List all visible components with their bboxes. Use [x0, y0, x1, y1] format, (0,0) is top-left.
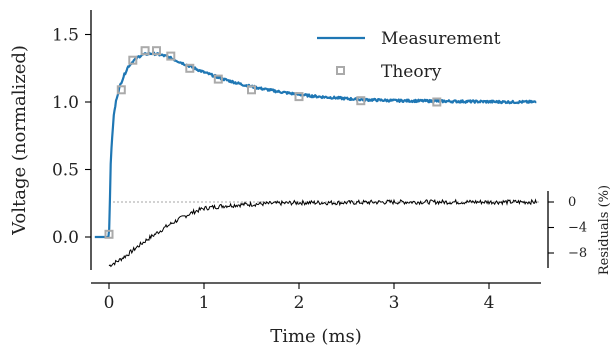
- theory-point: [128, 55, 138, 65]
- theory-point: [213, 74, 223, 84]
- residual-axis-label: Residuals (%): [597, 185, 612, 275]
- y-ticks: 0.0 0.5 1.0 1.5: [52, 26, 91, 248]
- theory-point: [247, 85, 256, 95]
- legend-theory-swatch: [336, 66, 345, 75]
- x-tick-label-4: 4: [484, 293, 495, 313]
- series-residuals-line: [108, 198, 537, 268]
- legend-theory-label: Theory: [381, 62, 442, 82]
- theory-point: [140, 46, 150, 56]
- legend-measurement-label: Measurement: [381, 29, 501, 49]
- series-measurement-line: [94, 51, 537, 239]
- theory-point: [166, 51, 176, 61]
- y-axis-label: Voltage (normalized): [9, 45, 30, 236]
- x-tick-label-2: 2: [294, 293, 305, 313]
- theory-point: [104, 229, 114, 239]
- theory-point: [356, 96, 366, 106]
- x-axis-label: Time (ms): [270, 326, 362, 347]
- x-tick-label-3: 3: [389, 293, 400, 313]
- x-ticks: 0 1 2 3 4: [104, 283, 495, 313]
- x-tick-label-0: 0: [104, 293, 115, 313]
- theory-point: [185, 63, 195, 73]
- legend: Measurement Theory: [317, 29, 501, 82]
- theory-point: [152, 46, 161, 56]
- residual-tick-label--8: −8: [568, 246, 587, 261]
- x-tick-label-1: 1: [199, 293, 210, 313]
- residual-tick-label--4: −4: [568, 221, 587, 236]
- y-tick-label-0.5: 0.5: [52, 161, 79, 181]
- residual-tick-label-0: 0: [568, 195, 576, 210]
- y-tick-label-1.5: 1.5: [52, 26, 79, 46]
- theory-point: [432, 97, 442, 107]
- series-theory-points: [104, 46, 442, 239]
- y-tick-label-0: 0.0: [52, 228, 79, 248]
- theory-point: [116, 85, 126, 95]
- theory-point: [294, 92, 304, 102]
- y-tick-label-1: 1.0: [52, 93, 79, 113]
- main-axes: [90, 10, 549, 284]
- residual-ticks: 0 −4 −8: [548, 195, 587, 261]
